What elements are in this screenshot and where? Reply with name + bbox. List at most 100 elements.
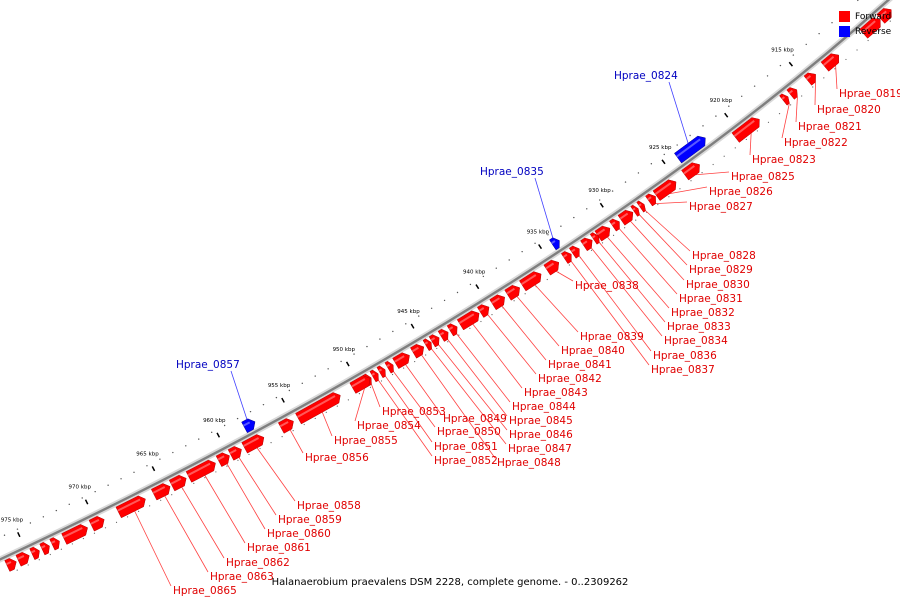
inner-tick [657,203,659,206]
gene-arrow [39,542,50,556]
gene-arrow-highlight [30,549,36,554]
minor-tick [676,144,678,146]
inner-tick [314,417,316,420]
callout-line [578,255,652,352]
gene-arrow [295,392,341,425]
gene-arrow-highlight [878,10,887,19]
minor-tick [443,299,446,302]
minor-tick [586,208,588,210]
callout-line [619,228,678,295]
gene-arrow-highlight [279,421,289,428]
label-callouts [134,65,838,587]
kbp-label: 935 kbp [527,229,550,235]
gene-label: Hprae_0823 [752,154,816,166]
gene-label: Hprae_0865 [173,585,237,597]
inner-tick [712,163,714,166]
gene-arrow-highlight [570,248,576,253]
gene-arrow-highlight [386,363,391,368]
gene-feature-Hprae_0862 [168,474,187,492]
inner-tick [756,130,758,132]
kbp-label: 955 kbp [268,383,291,389]
inner-tick [391,373,394,376]
minor-tick [766,75,769,77]
gene-feature-Hprae_0849 [392,352,410,369]
minor-tick [534,242,536,244]
gene-feature-Hprae_0820 [803,72,816,86]
minor-tick [715,115,717,117]
callout-line [164,495,209,573]
inner-tick [845,58,847,61]
major-tick [84,499,89,505]
inner-tick [601,242,604,244]
minor-tick [146,465,148,467]
kbp-label: 960 kbp [203,418,226,424]
minor-tick [68,503,70,506]
inner-tick [524,293,526,295]
gene-arrow [594,225,611,242]
gene-feature-Hprae_0825 [681,162,700,181]
inner-tick [104,527,107,529]
gene-feature-Hprae_0822 [779,93,790,106]
inner-tick [889,20,891,22]
gene-label: Hprae_0832 [671,307,735,319]
kbp-label: 925 kbp [649,145,672,151]
gene-label: Hprae_0863 [210,571,274,583]
minor-tick [456,291,459,294]
inner-tick [325,411,327,413]
callout-line [599,242,666,323]
gene-feature-Hprae_0854 [349,375,371,394]
gene-arrow [731,117,760,143]
genome-backbone [0,0,893,563]
gene-label: Hprae_0831 [679,293,743,305]
legend-reverse-label: Reverse [855,26,892,37]
gene-arrow [519,271,542,292]
gene-arrow-highlight [424,341,429,345]
callout-line [371,384,381,408]
inner-tick [160,499,162,501]
gene-feature-Hprae_0840 [504,285,520,301]
inner-tick [734,147,736,149]
minor-tick [16,528,19,530]
gene-label: Hprae_0821 [798,121,862,133]
minor-tick [702,125,704,127]
gene-label: Hprae_0856 [305,452,369,464]
inner-tick [115,521,118,523]
gene-arrow-highlight [683,165,695,175]
gene-arrow-highlight [187,462,211,477]
inner-tick [38,559,40,561]
gene-feature-unlabeled [29,546,40,561]
gene-feature-Hprae_0828 [636,200,646,213]
gene-arrow [589,232,600,245]
callout-line [749,133,752,156]
kbp-label: 945 kbp [397,309,420,315]
gene-label: Hprae_0826 [709,186,773,198]
inner-tick [834,68,836,70]
inner-tick [60,548,62,550]
inner-tick [635,219,637,221]
gene-label: Hprae_0844 [512,401,576,413]
callout-line [781,103,790,139]
callout-line [655,201,688,205]
gene-arrow [422,338,432,352]
gene-arrow-highlight [229,449,237,455]
gene-arrow-highlight [619,212,629,220]
inner-tick [513,300,515,302]
callout-line [230,370,248,420]
callout-line [487,314,537,375]
inner-tick [380,380,383,382]
gene-arrow [349,375,371,394]
gene-arrow-highlight [805,75,812,80]
gene-arrow [617,209,634,226]
minor-tick [405,323,407,325]
gene-feature-Hprae_0821 [786,87,798,100]
gene-feature-unlabeled [61,524,88,545]
inner-tick [149,505,151,507]
major-tick [17,532,21,538]
gene-arrow-highlight [458,313,475,324]
inner-tick [701,172,703,174]
gene-feature-Hprae_0837 [560,251,572,264]
kbp-label: 975 kbp [1,517,24,523]
gene-arrow-highlight [861,20,876,34]
gene-arrow [428,334,440,348]
